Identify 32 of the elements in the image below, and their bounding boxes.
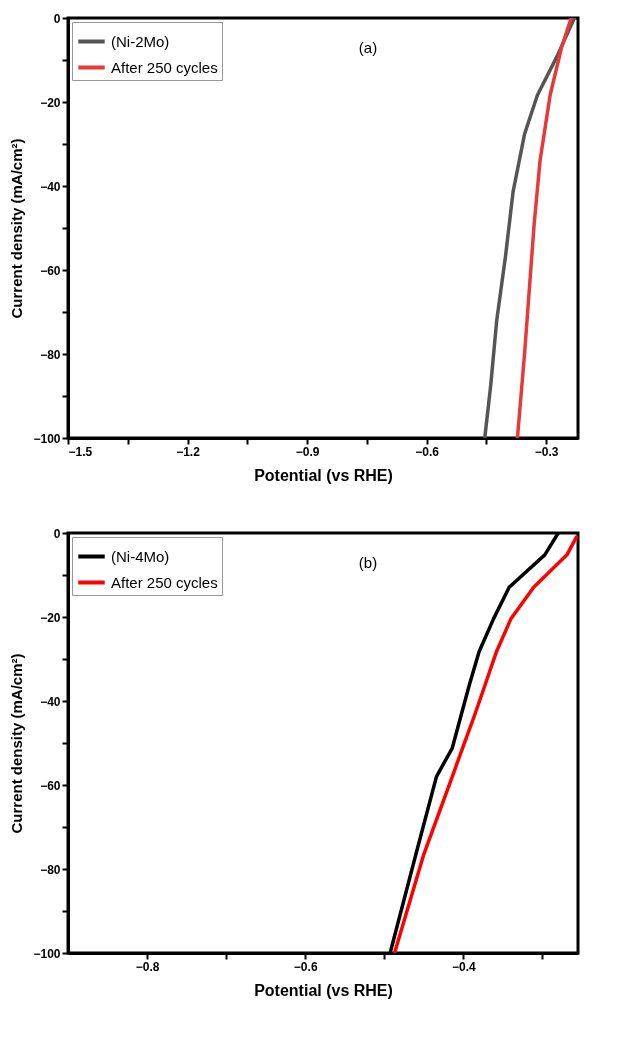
x-axis-title: Potential (vs RHE) [254,466,393,484]
x-tick-label: −0.3 [534,444,559,459]
y-tick-label: −60 [40,263,61,278]
y-tick-label: −20 [40,610,61,625]
y-tick-label: −40 [40,694,61,709]
x-tick-label: −0.9 [295,444,320,459]
legend-label: After 250 cycles [111,573,218,591]
x-axis-title: Potential (vs RHE) [254,981,393,999]
annotation: (a) [358,39,378,56]
y-tick-label: −40 [40,179,61,194]
legend-label: After 250 cycles [111,58,218,76]
x-tick-label: −0.6 [415,444,440,459]
y-tick-label: 0 [53,11,61,26]
y-tick-label: 0 [53,526,61,541]
y-axis-title: Current density (mA/cm²) [8,653,26,834]
x-tick-label: −0.8 [135,959,160,974]
legend-label: (Ni-2Mo) [111,32,170,50]
x-tick-label: −0.6 [293,959,318,974]
y-tick-label: −80 [40,347,61,362]
y-tick-label: −100 [33,946,61,961]
legend-label: (Ni-4Mo) [111,547,170,565]
y-tick-label: −80 [40,862,61,877]
x-tick-label: −1.2 [176,444,201,459]
y-tick-label: −20 [40,95,61,110]
x-tick-label: −0.4 [452,959,477,974]
annotation: (b) [358,554,378,571]
line-series [483,18,577,438]
line-series [515,18,573,438]
y-tick-label: −100 [33,431,61,446]
x-tick-label: −1.5 [68,444,93,459]
y-tick-label: −60 [40,778,61,793]
y-axis-title: Current density (mA/cm²) [8,138,26,319]
